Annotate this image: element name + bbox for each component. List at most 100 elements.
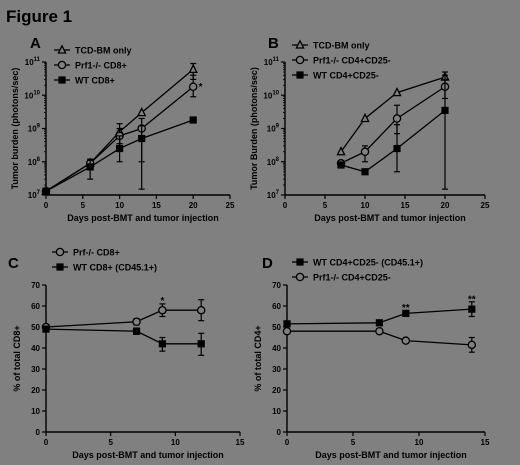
panel-c-x-axis-label: Days post-BMT and tumor injection [72, 450, 224, 460]
panel-a-data-point [42, 187, 50, 195]
panel-d-y-tick-label: 0 [277, 428, 282, 437]
panel-d-legend-entry: Prf1-/- CD4+CD25- [292, 273, 391, 283]
panel-b-x-axis-label: Days post-BMT and tumor injection [314, 213, 466, 223]
panel-d: D 0 5 10 15 0 10 20 30 40 50 60 70 Days post-BMT and … [253, 255, 490, 460]
panel-a-series-2 [41, 74, 198, 196]
panel-a-legend-label: Prf1-/- CD8+ [75, 61, 127, 71]
panel-a-data-point [86, 163, 94, 171]
panel-b-y-tick-label: 108 [267, 157, 280, 167]
panel-c-legend-marker [55, 247, 65, 257]
panel-d-y-tick-label: 20 [272, 386, 281, 395]
panel-c-data-point [42, 325, 50, 333]
panel-b-data-point [392, 114, 402, 123]
panel-d-x-tick-label: 0 [285, 438, 290, 447]
panel-b-series-line [340, 76, 446, 153]
panel-d-y-tick-label: 40 [272, 344, 281, 353]
panel-c-legend-entry: WT CD8+ (CD45.1+) [52, 263, 157, 273]
panel-d-legend-label: Prf1-/- CD4+CD25- [313, 273, 391, 283]
panel-a-x-tick-label: 25 [226, 201, 235, 210]
panel-b-series-1 [336, 71, 450, 156]
panel-a-series-3 [42, 116, 197, 195]
panel-b-y-tick-label: 1011 [264, 57, 280, 67]
panel-d-series-2 [282, 326, 477, 353]
panel-c-x-tick-label: 15 [236, 438, 245, 447]
panel-a-x-tick-label: 15 [152, 201, 161, 210]
panel-c-y-tick-label: 20 [31, 386, 40, 395]
panel-a-legend-entry: WT CD8+ [54, 76, 115, 86]
panel-c-data-point [196, 305, 206, 315]
panel-a-x-tick-label: 5 [81, 201, 86, 210]
panel-b-data-point [360, 147, 370, 156]
panel-b-x-tick-label: 25 [481, 201, 490, 210]
panel-c-y-tick-label: 40 [31, 344, 40, 353]
panel-c-legend-label: Prf-/- CD8+ [73, 248, 120, 258]
panel-c-series-line [45, 328, 202, 345]
panel-a-y-tick-label: 107 [28, 190, 41, 200]
panel-b-series-line [340, 86, 446, 164]
panel-c-legend-entry: Prf-/- CD8+ [52, 248, 120, 258]
panel-d-data-point [375, 319, 383, 327]
panel-b-letter: B [268, 35, 279, 52]
panel-c-x-tick-label: 5 [108, 438, 113, 447]
panel-d-data-point [402, 309, 410, 317]
panel-d-data-point [282, 326, 292, 336]
panel-b-legend-marker [295, 39, 305, 49]
panel-c-y-tick-label: 70 [31, 281, 40, 290]
panel-a-y-tick-label: 1011 [25, 57, 41, 67]
panel-b-legend-label: Prf1-/- CD4+CD25- [313, 56, 391, 66]
panel-d-legend-label: WT CD4+CD25- (CD45.1+) [313, 258, 423, 268]
panel-b-data-point [336, 146, 346, 156]
panel-b-legend-marker [295, 55, 305, 65]
panel-a-legend-entry: Prf1-/- CD8+ [54, 61, 127, 71]
panel-c-data-point [158, 305, 167, 315]
panel-b-data-point [361, 168, 369, 176]
panel-b-legend-entry: TCD-BM only [292, 39, 370, 51]
panel-b-x-tick-label: 20 [441, 201, 450, 210]
panel-a-legend-entry: TCD-BM only [54, 44, 132, 56]
panel-d-legend-marker [296, 258, 304, 266]
panel-a-data-point [189, 116, 197, 124]
panel-d-y-tick-label: 60 [272, 302, 281, 311]
panel-b-legend-entry: Prf1-/- CD4+CD25- [292, 56, 391, 66]
panel-c-y-tick-label: 30 [31, 365, 40, 374]
panel-d-significance-annotation: ** [402, 303, 410, 314]
panel-a-x-tick-label: 20 [189, 201, 198, 210]
panel-c-x-tick-label: 0 [44, 438, 49, 447]
panel-d-data-point [283, 320, 291, 328]
panel-b-x-tick-label: 0 [283, 201, 288, 210]
panel-b-y-axis-label: Tumor Burden (photons/sec) [249, 67, 259, 190]
panel-d-x-tick-label: 5 [351, 438, 356, 447]
panel-a-y-axis-label: Tumor burden (photons/sec) [10, 68, 20, 190]
panel-c-legend-marker [56, 263, 64, 271]
panel-b-series-line [340, 109, 446, 173]
panel-b-legend-label: WT CD4+CD25- [313, 71, 379, 81]
panel-b-y-tick-label: 107 [267, 190, 280, 200]
panel-a-data-point [188, 82, 198, 92]
panel-c-significance-annotation: * [160, 296, 164, 307]
panel-b-x-tick-label: 15 [401, 201, 410, 210]
panel-d-letter: D [262, 255, 273, 272]
panel-d-series-line [286, 308, 472, 325]
panel-a: A 0 5 10 15 20 25 107 108 109 1010 1011 Days post-BM… [10, 35, 235, 223]
panel-c-y-tick-label: 60 [31, 302, 40, 311]
panel-b-series-3 [337, 78, 449, 190]
panel-b-data-point [337, 161, 345, 169]
panel-a-y-tick-label: 109 [28, 124, 41, 134]
panel-c-y-tick-label: 10 [31, 407, 40, 416]
panel-b-legend-marker [296, 71, 304, 79]
panel-c-data-point [158, 340, 166, 348]
panel-a-data-point [188, 63, 198, 74]
panel-d-x-axis-label: Days post-BMT and tumor injection [315, 450, 467, 460]
panel-a-x-tick-label: 0 [44, 201, 49, 210]
panel-a-significance-annotation: * [199, 82, 203, 93]
panel-d-data-point [467, 340, 477, 350]
panel-d-y-tick-label: 50 [272, 323, 281, 332]
panel-c-data-point [132, 317, 141, 326]
panel-b-data-point [392, 86, 402, 97]
panel-d-y-tick-label: 30 [272, 365, 281, 374]
panel-a-x-tick-label: 10 [115, 201, 124, 210]
panel-c-series-1 [41, 299, 206, 332]
panel-b-data-point [393, 144, 401, 153]
panel-d-series-1 [283, 301, 476, 328]
